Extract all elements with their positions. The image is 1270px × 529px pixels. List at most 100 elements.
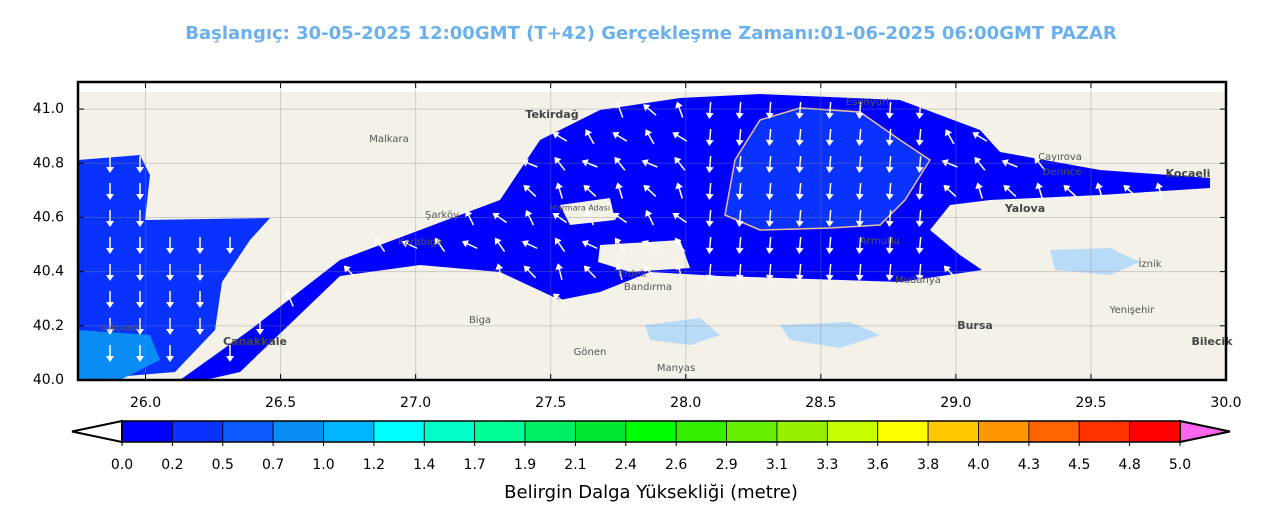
arrow-head — [136, 329, 144, 335]
arrow-head — [765, 247, 774, 254]
arrow — [825, 236, 834, 254]
arrow — [585, 209, 595, 226]
arrow-head — [915, 166, 924, 173]
arrow-head — [166, 248, 174, 254]
arrow — [106, 210, 114, 227]
arrow — [614, 156, 626, 171]
arrow — [795, 155, 804, 173]
colorbar-tick-label: 1.0 — [312, 457, 334, 473]
arrow-head — [795, 112, 804, 119]
arrow-head — [196, 275, 204, 281]
arrow — [705, 155, 714, 173]
arrow — [672, 132, 688, 142]
arrow-head — [585, 209, 593, 218]
arrow — [855, 128, 864, 146]
place-label: Marmara Adası — [550, 204, 610, 213]
place-label: Manyas — [657, 363, 695, 374]
colorbar-segment — [726, 420, 778, 443]
place-label: Malkara — [369, 134, 409, 145]
colorbar-tick-label: 1.4 — [413, 457, 435, 473]
arrow-head — [915, 112, 924, 119]
arrow-head — [615, 182, 623, 190]
arrow — [765, 182, 774, 200]
arrow — [675, 263, 684, 280]
arrow-head — [765, 139, 774, 146]
y-tick-label: 40.4 — [33, 264, 64, 280]
arrow-head — [614, 237, 622, 245]
arrow — [1034, 156, 1046, 171]
arrow — [196, 291, 204, 308]
arrow-head — [494, 237, 502, 245]
arrow-head — [765, 166, 774, 173]
arrow-head — [855, 274, 864, 281]
arrow — [552, 293, 567, 305]
arrow — [1123, 184, 1137, 198]
arrow — [106, 318, 114, 335]
arrow-head — [675, 182, 683, 190]
colorbar-under — [71, 419, 123, 444]
x-tick-label: 26.0 — [130, 395, 161, 411]
arrow — [795, 182, 804, 200]
arrow — [735, 209, 744, 227]
arrow-head — [825, 193, 834, 200]
arrow-head — [705, 193, 714, 200]
arrow — [795, 263, 804, 281]
arrow-head — [795, 166, 804, 173]
arrow — [136, 291, 144, 308]
arrow-head — [465, 209, 473, 218]
arrow — [795, 101, 804, 119]
arrow — [136, 345, 144, 362]
arrow-head — [855, 112, 864, 119]
arrow — [136, 237, 144, 254]
arrow-head — [106, 194, 114, 200]
arrow — [765, 128, 774, 146]
arrow — [583, 265, 597, 279]
arrow — [166, 345, 174, 362]
colorbar-tick-label: 2.1 — [564, 457, 586, 473]
arrow-head — [825, 247, 834, 254]
arrow-head — [196, 248, 204, 254]
arrow-head — [106, 221, 114, 227]
arrow — [552, 212, 568, 224]
arrow — [825, 155, 834, 173]
arrow-head — [941, 159, 949, 167]
arrow — [615, 182, 624, 199]
arrow — [795, 209, 804, 227]
lake — [1050, 248, 1140, 275]
x-tick-label: 27.5 — [535, 395, 566, 411]
arrow — [855, 182, 864, 200]
arrow-head — [136, 221, 144, 227]
arrow-head — [825, 139, 834, 146]
place-label: Şarköy — [425, 210, 459, 221]
arrow-head — [1063, 184, 1071, 192]
y-tick-label: 41.0 — [33, 101, 64, 117]
arrow-head — [975, 182, 983, 190]
arrow-head — [915, 193, 924, 200]
place-label: Karabiga — [398, 237, 442, 248]
plot-frame — [76, 80, 1228, 382]
arrow — [643, 184, 657, 198]
arrow — [855, 263, 864, 281]
place-label: Yenişehir — [1109, 305, 1156, 316]
arrow — [915, 128, 924, 146]
place-label: Mudanya — [895, 275, 941, 286]
arrow-head — [641, 159, 649, 167]
arrow-head — [523, 184, 531, 192]
arrow — [915, 182, 924, 200]
arrow — [523, 184, 537, 198]
arrow-head — [166, 356, 174, 362]
arrow — [523, 265, 537, 279]
colorbar-tick-label: 4.0 — [967, 457, 989, 473]
arrow-head — [521, 159, 529, 167]
y-tick-label: 40.8 — [33, 155, 64, 171]
arrow — [675, 182, 684, 199]
arrow — [765, 263, 774, 281]
arrow-head — [885, 139, 894, 146]
arrow-head — [705, 220, 714, 227]
colorbar-tick-label: 3.3 — [816, 457, 838, 473]
arrow-head — [735, 193, 744, 200]
arrow-head — [1001, 159, 1009, 167]
sea-aegean — [78, 155, 270, 380]
arrow — [525, 209, 535, 226]
